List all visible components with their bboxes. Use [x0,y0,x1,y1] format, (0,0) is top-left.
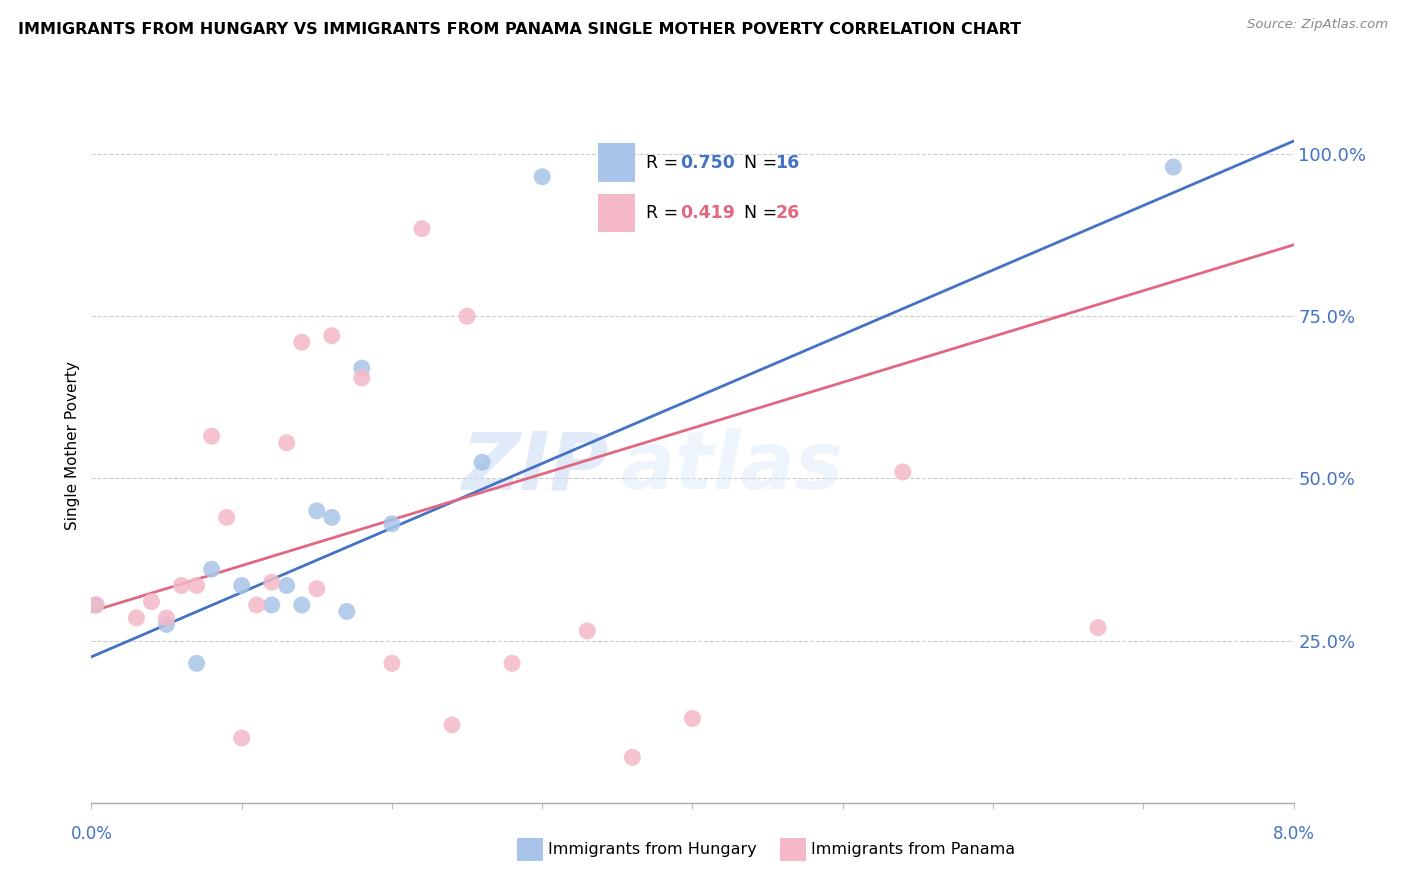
Point [125,611,148,625]
Point [501,657,523,671]
Point [1161,160,1184,174]
Point [456,310,478,324]
Text: Source: ZipAtlas.com: Source: ZipAtlas.com [1247,18,1388,31]
Point [411,221,433,235]
Text: N =: N = [744,153,778,172]
Point [305,504,328,518]
Text: Immigrants from Panama: Immigrants from Panama [811,842,1015,856]
Point [891,465,914,479]
Point [321,328,343,343]
Point [621,750,644,764]
Point [350,361,373,376]
Point [381,516,404,531]
Text: ZIP: ZIP [461,428,609,507]
Point [291,598,314,612]
Point [576,624,599,638]
Point [186,578,208,592]
Point [231,578,253,592]
Point [260,598,283,612]
Point [201,562,224,576]
Point [276,435,298,450]
Point [291,335,314,350]
Text: 0.750: 0.750 [681,153,735,172]
Text: 8.0%: 8.0% [1272,825,1315,843]
Point [276,578,298,592]
Text: R =: R = [645,153,678,172]
Point [170,578,193,592]
Text: 16: 16 [775,153,800,172]
Text: R =: R = [645,204,678,222]
Point [681,711,703,725]
Text: N =: N = [744,204,778,222]
Point [381,657,404,671]
Point [350,371,373,385]
Point [186,657,208,671]
Text: atlas: atlas [620,428,844,507]
Point [231,731,253,745]
Text: Immigrants from Hungary: Immigrants from Hungary [548,842,756,856]
Point [246,598,269,612]
Bar [598,194,636,233]
Point [141,595,163,609]
Point [471,455,494,469]
Y-axis label: Single Mother Poverty: Single Mother Poverty [65,361,80,531]
Text: 0.419: 0.419 [681,204,735,222]
Text: 0.0%: 0.0% [70,825,112,843]
Point [201,429,224,443]
Point [1087,621,1109,635]
Point [531,169,554,184]
Point [84,598,107,612]
Point [321,510,343,524]
Bar [598,144,636,182]
Point [84,598,107,612]
Text: IMMIGRANTS FROM HUNGARY VS IMMIGRANTS FROM PANAMA SINGLE MOTHER POVERTY CORRELAT: IMMIGRANTS FROM HUNGARY VS IMMIGRANTS FR… [18,22,1021,37]
Point [215,510,238,524]
Point [155,617,177,632]
Point [305,582,328,596]
Text: 26: 26 [775,204,800,222]
Point [440,718,463,732]
Point [260,575,283,590]
Point [336,604,359,618]
Point [155,611,177,625]
